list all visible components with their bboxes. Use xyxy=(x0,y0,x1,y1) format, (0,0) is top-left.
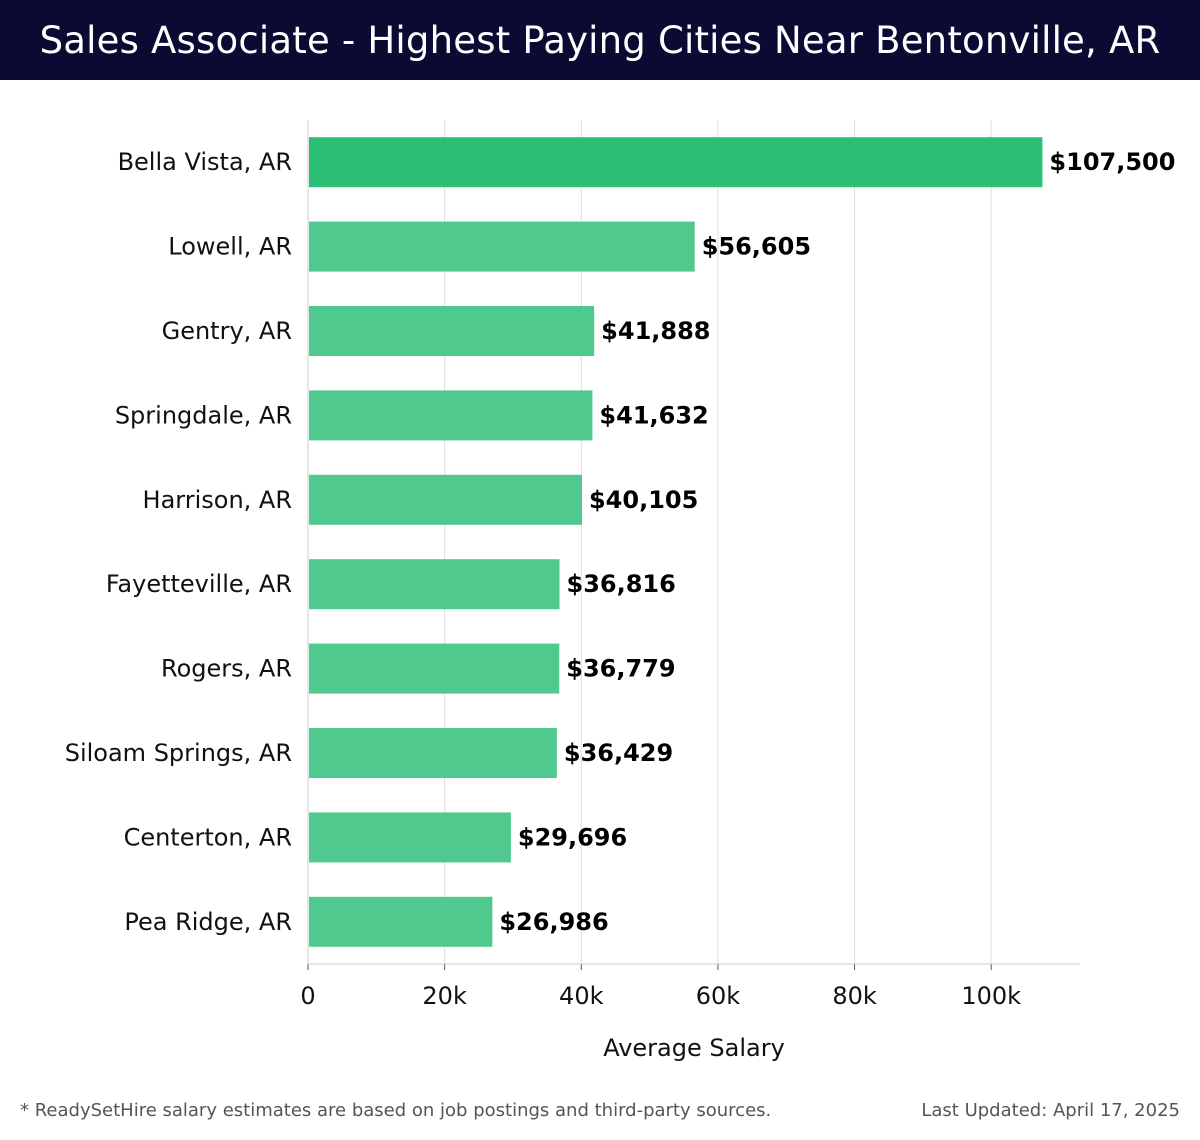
last-updated: Last Updated: April 17, 2025 xyxy=(921,1100,1180,1121)
x-axis-title: Average Salary xyxy=(603,1034,785,1062)
chart-title: Sales Associate - Highest Paying Cities … xyxy=(0,0,1200,80)
category-label: Centerton, AR xyxy=(124,823,292,851)
bar xyxy=(309,137,1043,188)
x-tick-label: 0 xyxy=(300,982,315,1010)
category-label: Bella Vista, AR xyxy=(118,148,292,176)
category-label: Gentry, AR xyxy=(162,317,292,345)
bar xyxy=(309,559,560,610)
x-tick-label: 100k xyxy=(961,982,1021,1010)
value-label: $40,105 xyxy=(589,486,698,514)
x-tick-label: 20k xyxy=(422,982,467,1010)
bar xyxy=(309,474,582,525)
category-label: Siloam Springs, AR xyxy=(65,739,292,767)
bars: Bella Vista, AR $107,500 Lowell, AR $56,605… xyxy=(65,137,1175,947)
value-label: $29,696 xyxy=(518,823,627,851)
bar xyxy=(309,390,593,441)
bar xyxy=(309,221,695,272)
bar xyxy=(309,306,595,356)
bar xyxy=(309,896,493,947)
value-label: $26,986 xyxy=(499,908,608,936)
bar xyxy=(309,812,511,863)
category-label: Springdale, AR xyxy=(115,401,292,429)
value-label: $36,816 xyxy=(567,570,676,598)
x-axis: 0 20k 40k 60k 80k 100k xyxy=(300,120,1080,1010)
bar xyxy=(309,728,557,778)
x-tick-label: 60k xyxy=(696,982,741,1010)
category-label: Rogers, AR xyxy=(161,655,292,683)
footnote: * ReadySetHire salary estimates are base… xyxy=(20,1100,772,1121)
category-label: Fayetteville, AR xyxy=(106,570,292,598)
value-label: $41,888 xyxy=(601,317,710,345)
bar xyxy=(309,643,560,694)
value-label: $56,605 xyxy=(702,233,811,261)
value-label: $41,632 xyxy=(599,401,708,429)
category-label: Lowell, AR xyxy=(168,233,292,261)
category-label: Harrison, AR xyxy=(143,486,292,514)
value-label: $107,500 xyxy=(1049,148,1175,176)
x-tick-label: 40k xyxy=(559,982,604,1010)
value-label: $36,779 xyxy=(566,655,675,683)
x-tick-label: 80k xyxy=(832,982,877,1010)
category-label: Pea Ridge, AR xyxy=(124,908,292,936)
value-label: $36,429 xyxy=(564,739,673,767)
bar-chart: Bella Vista, AR $107,500 Lowell, AR $56,605… xyxy=(65,120,1175,1062)
